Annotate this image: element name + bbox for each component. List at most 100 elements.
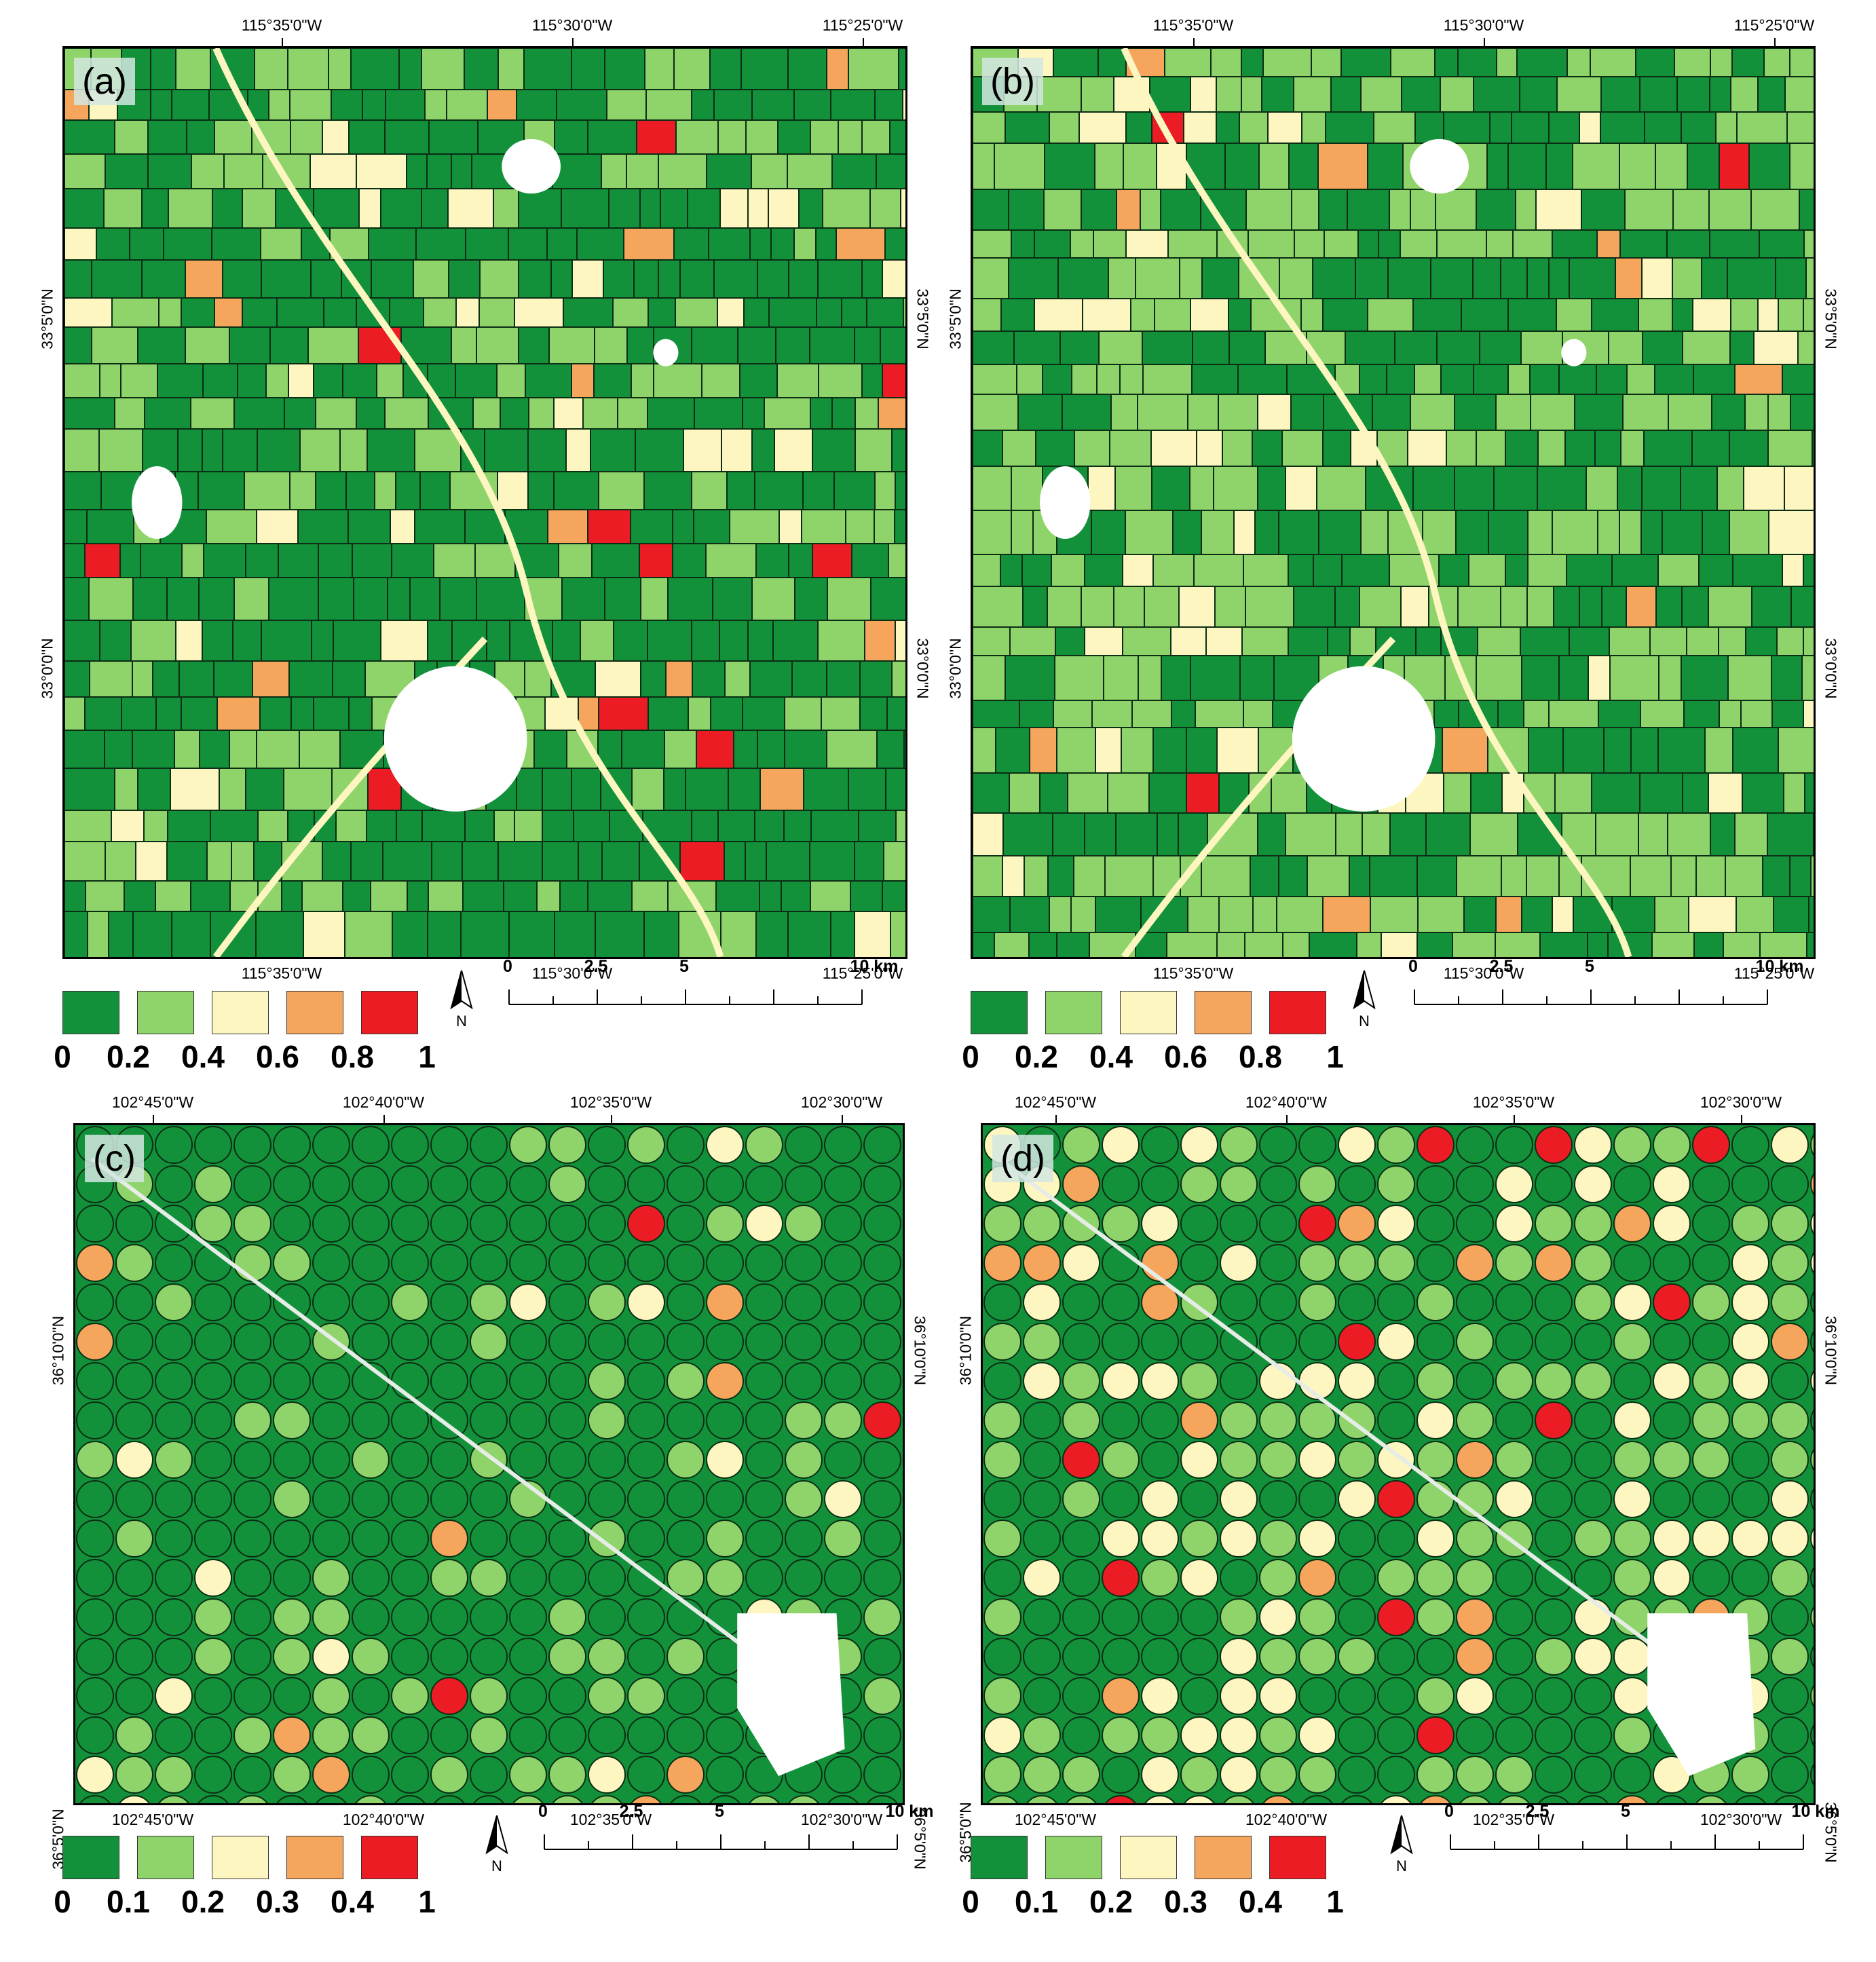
field-parcel	[278, 543, 319, 578]
field-parcel	[1682, 772, 1709, 814]
field-parcel	[281, 880, 303, 912]
legend-value: 1	[1326, 1039, 1344, 1074]
field-parcel	[1369, 855, 1418, 897]
pivot-field	[155, 1559, 193, 1597]
field-parcel	[1187, 896, 1220, 933]
field-parcel	[601, 841, 640, 882]
legend-value: 0	[54, 1884, 71, 1919]
map-frame-a: (a)	[62, 46, 907, 959]
pivot-field	[1102, 1126, 1140, 1164]
pivot-field	[391, 1165, 429, 1203]
pivot-field	[1810, 1646, 1814, 1667]
field-parcel	[550, 259, 573, 299]
field-parcel	[1682, 331, 1731, 365]
pivot-field	[1771, 1756, 1809, 1794]
pivot-field	[548, 1441, 586, 1479]
field-parcel	[691, 89, 715, 121]
pivot-field	[194, 1559, 232, 1597]
field-parcel	[598, 471, 645, 510]
field-parcel	[1053, 48, 1099, 77]
pivot-field	[194, 1441, 232, 1479]
field-parcel	[1581, 189, 1626, 231]
field-parcel	[179, 660, 214, 698]
field-parcel	[1195, 700, 1244, 728]
field-parcel	[788, 259, 819, 299]
field-parcel	[573, 810, 610, 842]
field-parcel	[1644, 111, 1682, 144]
field-parcel	[1723, 932, 1761, 957]
pivot-field	[352, 1520, 390, 1558]
pivot-field	[1731, 1283, 1769, 1321]
field-parcel	[826, 660, 861, 698]
field-parcel	[1719, 700, 1742, 728]
legend-value: 0.4	[181, 1039, 225, 1074]
field-parcel	[810, 119, 839, 155]
pivot-field	[1298, 1244, 1336, 1282]
pivot-field	[1574, 1677, 1612, 1715]
pivot-field	[1538, 1795, 1569, 1803]
field-parcel	[1757, 298, 1779, 332]
pivot-field	[1535, 1480, 1573, 1518]
pivot-field	[470, 1205, 508, 1243]
pivot-field	[785, 1520, 823, 1558]
pivot-field	[863, 1441, 901, 1479]
field-parcel	[794, 577, 828, 621]
longitude-label-bottom: 102°30'0"W	[1700, 1811, 1782, 1828]
pivot-field	[352, 1401, 390, 1439]
pivot-field	[1141, 1205, 1179, 1243]
field-parcel	[1488, 510, 1528, 555]
no-data-area	[1292, 666, 1436, 812]
field-parcel	[120, 363, 158, 398]
pivot-field	[509, 1362, 547, 1400]
field-parcel	[973, 855, 1003, 897]
field-parcel	[465, 227, 509, 261]
field-parcel	[1548, 111, 1580, 144]
pivot-field	[115, 1756, 153, 1794]
pivot-field	[1692, 1480, 1730, 1518]
scale-bar	[508, 977, 865, 1011]
field-parcel	[891, 428, 905, 472]
pivot-field	[1023, 1638, 1061, 1676]
pivot-field	[1141, 1126, 1179, 1164]
field-parcel	[1797, 331, 1814, 365]
pivot-field	[273, 1323, 311, 1361]
pivot-field	[1141, 1323, 1179, 1361]
field-parcel	[1556, 298, 1592, 332]
field-parcel	[1704, 727, 1733, 774]
field-parcel	[353, 577, 388, 621]
field-parcel	[1322, 896, 1371, 933]
field-parcel	[1586, 466, 1618, 511]
field-parcel	[1476, 189, 1516, 231]
pivot-field	[1574, 1638, 1612, 1676]
pivot-field	[1180, 1441, 1218, 1479]
field-parcel	[691, 471, 728, 510]
field-parcel	[1005, 111, 1050, 144]
field-parcel	[382, 841, 432, 882]
field-parcel	[257, 810, 288, 842]
pivot-field	[1259, 1756, 1297, 1794]
field-parcel	[787, 911, 831, 957]
pivot-field	[863, 1205, 901, 1243]
pivot-field	[1220, 1205, 1258, 1243]
pivot-field	[1613, 1205, 1651, 1243]
field-parcel	[973, 586, 1024, 628]
field-parcel	[1386, 364, 1415, 395]
graticule-tick	[1286, 1115, 1288, 1123]
pivot-field	[391, 1559, 429, 1597]
field-parcel	[845, 509, 875, 544]
pivot-field	[627, 1244, 665, 1282]
field-parcel	[798, 188, 823, 229]
field-parcel	[1479, 331, 1522, 365]
pivot-field	[391, 1244, 429, 1282]
pivot-field	[1731, 1362, 1769, 1400]
pivot-field	[470, 1598, 508, 1636]
field-parcel	[547, 509, 588, 544]
field-parcel	[428, 880, 464, 912]
pivot-field	[1495, 1401, 1533, 1439]
field-parcel	[137, 326, 186, 364]
pivot-field	[115, 1205, 153, 1243]
no-data-area	[383, 666, 527, 812]
pivot-field	[312, 1283, 350, 1321]
pivot-field	[987, 1795, 1018, 1803]
field-parcel	[1716, 466, 1744, 511]
